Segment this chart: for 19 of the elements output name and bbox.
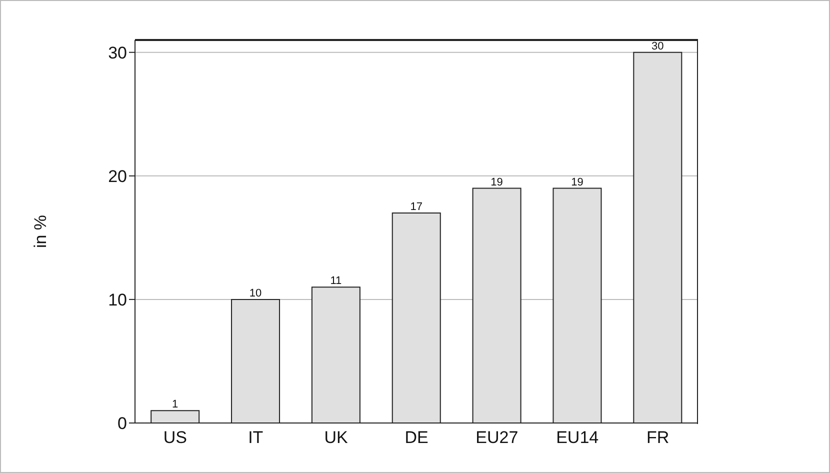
data-label: 19 [490, 176, 503, 188]
data-label: 11 [330, 275, 342, 288]
data-label: 1 [172, 398, 178, 411]
x-tick-label: EU27 [476, 428, 518, 448]
x-tick-label: US [163, 428, 188, 448]
data-label: 10 [249, 287, 262, 300]
y-tick-label: 30 [108, 43, 127, 62]
y-axis-title: in % [31, 214, 50, 248]
data-label: 30 [652, 40, 664, 52]
x-tick-label: IT [248, 428, 264, 448]
data-label: 17 [410, 200, 422, 213]
y-tick-label: 10 [108, 290, 127, 310]
x-tick-label: UK [324, 428, 349, 448]
x-tick-label: FR [646, 428, 670, 448]
data-label: 19 [571, 176, 584, 188]
x-tick-label: EU14 [556, 428, 599, 448]
y-tick-label: 20 [108, 166, 127, 186]
x-tick-label: DE [404, 428, 428, 448]
y-tick-label: 0 [118, 414, 127, 434]
